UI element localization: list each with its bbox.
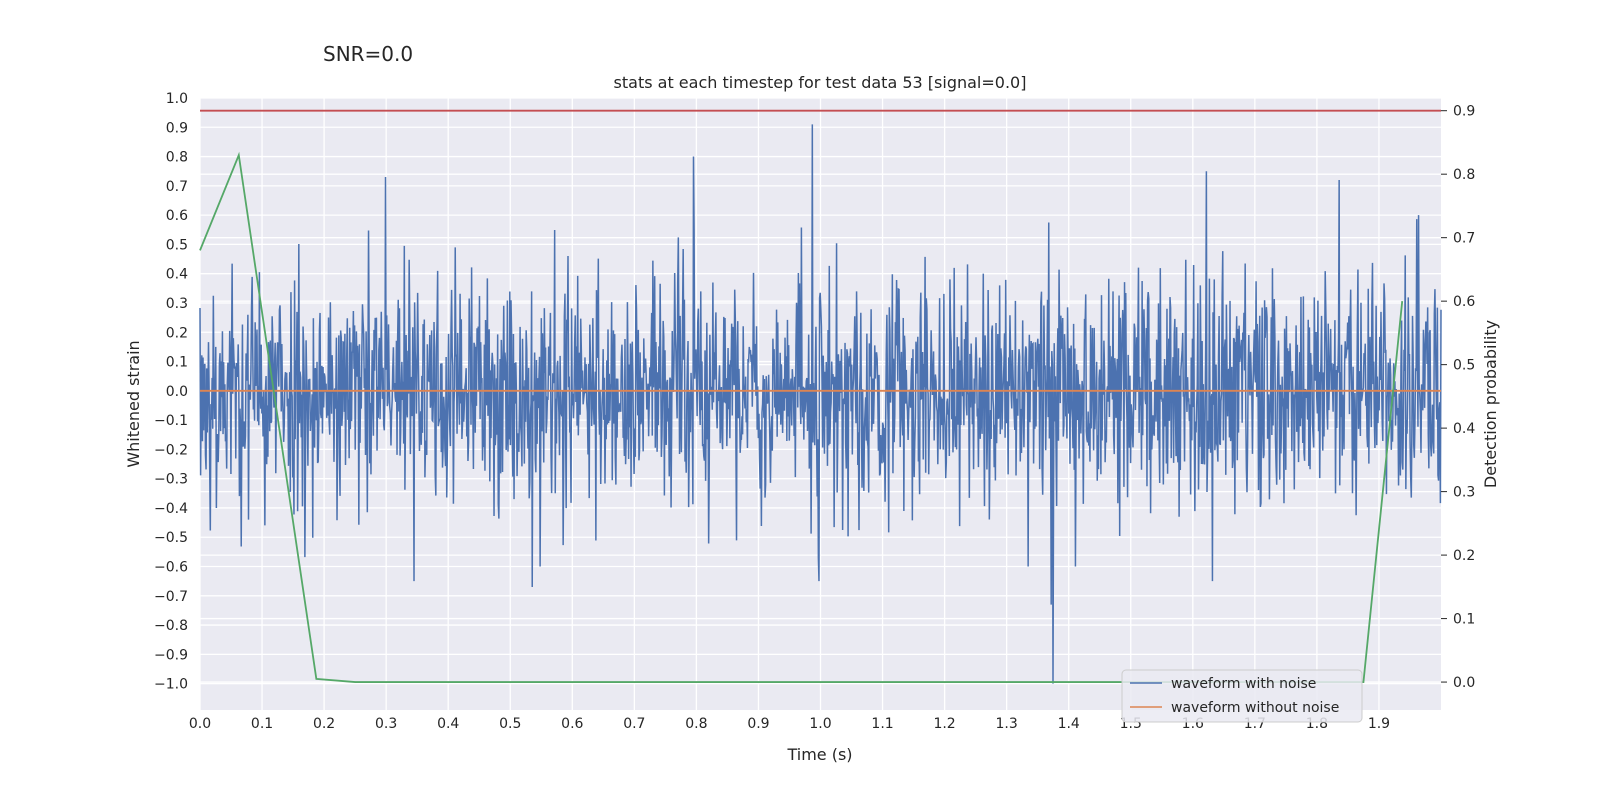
y-tick-label: −0.8 bbox=[154, 618, 188, 634]
y-tick-label: 0.8 bbox=[166, 150, 188, 166]
y2-tick-label: 0.8 bbox=[1453, 167, 1475, 183]
series-layer bbox=[199, 109, 1442, 684]
y2-tick-label: 0.4 bbox=[1453, 421, 1475, 437]
x-tick-label: 0.5 bbox=[499, 716, 521, 732]
y2-tick-label: 0.3 bbox=[1453, 485, 1475, 501]
y-tick-label: −0.3 bbox=[154, 472, 188, 488]
y-tick-label: −0.4 bbox=[154, 501, 188, 517]
x-tick-label: 1.9 bbox=[1368, 716, 1390, 732]
x-tick-label: 1.1 bbox=[871, 716, 893, 732]
legend-box bbox=[1121, 669, 1363, 723]
x-tick-label: 0.0 bbox=[189, 716, 211, 732]
legend-label-waveform-without-noise: waveform without noise bbox=[1171, 700, 1339, 716]
y2-tick-label: 0.7 bbox=[1453, 231, 1475, 247]
y-tick-label: −0.9 bbox=[154, 647, 188, 663]
y-tick-label: 0.7 bbox=[166, 179, 188, 195]
chart-legend: waveform with noise waveform without noi… bbox=[1121, 669, 1363, 723]
x-tick-label: 0.9 bbox=[747, 716, 769, 732]
y2-tick-label: 0.9 bbox=[1453, 104, 1475, 120]
x-tick-label: 0.7 bbox=[623, 716, 645, 732]
x-tick-label: 0.6 bbox=[561, 716, 583, 732]
y-tick-label: 0.6 bbox=[166, 208, 188, 224]
x-tick-label: 0.1 bbox=[251, 716, 273, 732]
x-tick-label: 0.2 bbox=[313, 716, 335, 732]
x-tick-label: 0.3 bbox=[375, 716, 397, 732]
x-tick-label: 0.8 bbox=[685, 716, 707, 732]
x-tick-label: 1.4 bbox=[1058, 716, 1080, 732]
x-tick-label: 1.0 bbox=[809, 716, 831, 732]
y-axis-label: Whitened strain bbox=[124, 340, 143, 467]
y2-tick-label: 0.1 bbox=[1453, 612, 1475, 628]
legend-label-waveform-with-noise: waveform with noise bbox=[1171, 676, 1316, 692]
x-axis-label: Time (s) bbox=[786, 745, 852, 764]
y2-tick-label: 0.2 bbox=[1453, 548, 1475, 564]
y-tick-label: 0.5 bbox=[166, 237, 188, 253]
chart-title: stats at each timestep for test data 53 … bbox=[614, 73, 1027, 92]
figure-suptitle: SNR=0.0 bbox=[323, 42, 413, 66]
y-tick-label: 0.0 bbox=[166, 384, 188, 400]
y-tick-labels: 1.0 0.9 0.8 0.7 0.6 0.5 0.4 0.3 0.2 0.1 0.0 −0.1 −0.… bbox=[154, 91, 188, 693]
y-tick-label: 0.4 bbox=[166, 267, 188, 283]
series-detection-probability bbox=[199, 151, 1404, 683]
y-tick-label: −0.1 bbox=[154, 413, 188, 429]
y2-tick-label: 0.6 bbox=[1453, 294, 1475, 310]
y-tick-label: 0.9 bbox=[166, 120, 188, 136]
y2-tick-label: 0.5 bbox=[1453, 358, 1475, 374]
y-tick-label: 0.3 bbox=[166, 296, 188, 312]
series-waveform-with-noise bbox=[199, 124, 1442, 684]
x-tick-label: 1.2 bbox=[933, 716, 955, 732]
y-tick-label: −1.0 bbox=[154, 677, 188, 693]
y-tick-label: −0.7 bbox=[154, 589, 188, 605]
y-tick-label: 0.1 bbox=[166, 355, 188, 371]
y2-tick-label: 0.0 bbox=[1453, 675, 1475, 691]
y2-tick-labels: 0.9 0.8 0.7 0.6 0.5 0.4 0.3 0.2 0.1 0.0 bbox=[1441, 104, 1475, 691]
y2-axis-label: Detection probability bbox=[1481, 320, 1500, 488]
x-tick-label: 0.4 bbox=[437, 716, 459, 732]
y-tick-label: 0.2 bbox=[166, 325, 188, 341]
y-tick-label: −0.2 bbox=[154, 442, 188, 458]
y-tick-label: −0.5 bbox=[154, 530, 188, 546]
y-tick-label: −0.6 bbox=[154, 560, 188, 576]
y-tick-label: 1.0 bbox=[166, 91, 188, 107]
x-tick-label: 1.3 bbox=[996, 716, 1018, 732]
